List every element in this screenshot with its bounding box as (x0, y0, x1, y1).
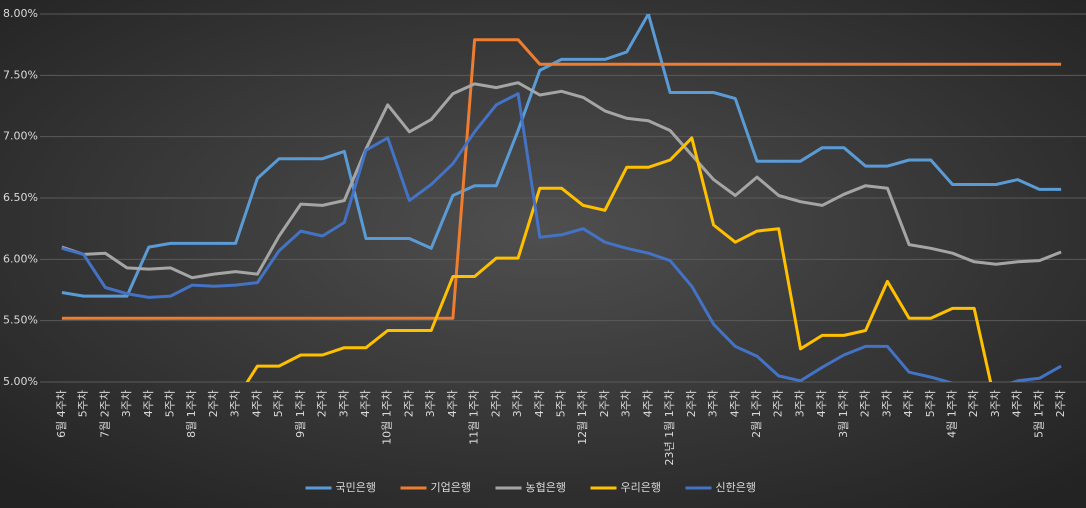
series-line (61, 14, 1062, 298)
x-tick-label: 5주차 (272, 390, 285, 417)
x-tick-label: 4주차 (359, 390, 372, 417)
x-tick-label: 2월 1주차 (750, 390, 763, 438)
x-tick-label: 4주차 (815, 390, 828, 417)
x-tick-label: 3주차 (337, 390, 350, 417)
series-line (245, 136, 993, 382)
x-tick-label: 3주차 (424, 390, 437, 417)
y-tick-label: 6.50% (3, 191, 38, 204)
y-tick-label: 7.00% (3, 130, 38, 143)
series-line (61, 38, 1062, 320)
x-tick-label: 2주차 (967, 390, 980, 417)
x-tick-label: 2주차 (489, 390, 502, 417)
x-tick-label: 3월 1주차 (837, 390, 850, 438)
series-line (61, 81, 1062, 280)
plot-area (61, 14, 1062, 382)
x-tick-label: 5주차 (924, 390, 937, 417)
x-tick-label: 4주차 (728, 390, 741, 417)
series-line (61, 92, 1062, 382)
x-tick-label: 2주차 (772, 390, 785, 417)
y-tick-label: 5.00% (3, 375, 38, 388)
legend-label: 기업은행 (431, 481, 471, 494)
x-tick-label: 2주차 (598, 390, 611, 417)
x-tick-label: 9월 1주차 (294, 390, 307, 438)
x-tick-label: 3주차 (989, 390, 1002, 417)
x-tick-label: 4월 1주차 (946, 390, 959, 438)
x-tick-label: 11월 1주차 (468, 390, 481, 445)
x-tick-label: 2주차 (207, 390, 220, 417)
x-tick-label: 2주차 (859, 390, 872, 417)
x-tick-label: 5주차 (77, 390, 90, 417)
x-tick-label: 4주차 (250, 390, 263, 417)
x-tick-label: 3주차 (793, 390, 806, 417)
x-tick-label: 8월 1주차 (185, 390, 198, 438)
y-tick-label: 6.00% (3, 252, 38, 265)
x-tick-label: 5월 1주차 (1032, 390, 1045, 438)
x-tick-label: 7월 2주차 (98, 390, 111, 438)
legend-label: 우리은행 (621, 481, 661, 494)
x-tick-label: 2주차 (685, 390, 698, 417)
x-tick-label: 2주차 (1054, 390, 1067, 417)
grid (40, 13, 1086, 383)
x-tick-label: 4주차 (533, 390, 546, 417)
x-tick-label: 3주차 (229, 390, 242, 417)
x-tick-label: 5주차 (555, 390, 568, 417)
x-tick-label: 6월 4주차 (55, 390, 68, 438)
x-tick-label: 3주차 (880, 390, 893, 417)
x-tick-label: 3주차 (620, 390, 633, 417)
x-tick-label: 4주차 (142, 390, 155, 417)
x-tick-label: 3주차 (511, 390, 524, 417)
x-tick-label: 4주차 (446, 390, 459, 417)
x-tick-label: 12월 1주차 (576, 390, 589, 445)
x-tick-label: 3주차 (120, 390, 133, 417)
x-tick-label: 10월 1주차 (381, 390, 394, 445)
x-tick-label: 4주차 (1011, 390, 1024, 417)
legend-label: 농협은행 (526, 481, 566, 494)
y-tick-label: 8.00% (3, 7, 38, 20)
x-tick-label: 23년 1월 1주차 (663, 390, 676, 465)
legend-label: 신한은행 (716, 481, 756, 494)
x-tick-label: 4주차 (902, 390, 915, 417)
y-tick-label: 7.50% (3, 68, 38, 81)
x-tick-label: 2주차 (402, 390, 415, 417)
x-tick-label: 2주차 (316, 390, 329, 417)
y-tick-label: 5.50% (3, 314, 38, 327)
x-tick-label: 5주차 (163, 390, 176, 417)
legend-label: 국민은행 (336, 481, 376, 494)
x-tick-label: 4주차 (641, 390, 654, 417)
x-tick-label: 3주차 (707, 390, 720, 417)
